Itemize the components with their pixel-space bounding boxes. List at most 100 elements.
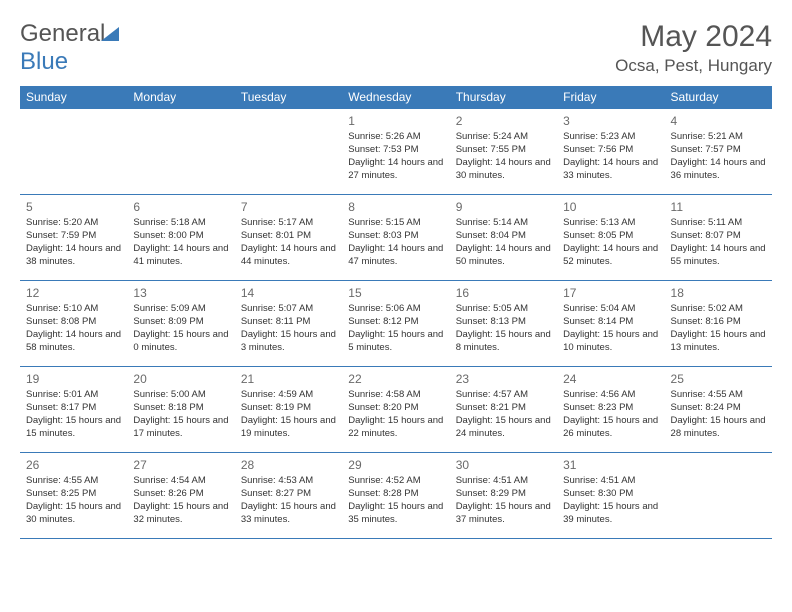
daylight-line: Daylight: 14 hours and 41 minutes. (133, 243, 228, 269)
calendar-day-cell: 14Sunrise: 5:07 AMSunset: 8:11 PMDayligh… (235, 281, 342, 367)
calendar-day-cell: 9Sunrise: 5:14 AMSunset: 8:04 PMDaylight… (450, 195, 557, 281)
weekday-header: Friday (557, 86, 664, 109)
calendar-day-cell: 10Sunrise: 5:13 AMSunset: 8:05 PMDayligh… (557, 195, 664, 281)
sunrise-line: Sunrise: 4:59 AM (241, 389, 336, 402)
weekday-header: Sunday (20, 86, 127, 109)
sunset-line: Sunset: 8:07 PM (671, 230, 766, 243)
logo-text-part1: General (20, 20, 105, 47)
calendar-day-cell: 24Sunrise: 4:56 AMSunset: 8:23 PMDayligh… (557, 367, 664, 453)
calendar-week-row: 1Sunrise: 5:26 AMSunset: 7:53 PMDaylight… (20, 109, 772, 195)
daylight-line: Daylight: 15 hours and 17 minutes. (133, 415, 228, 441)
day-number: 23 (456, 371, 551, 387)
sunrise-line: Sunrise: 4:58 AM (348, 389, 443, 402)
daylight-line: Daylight: 15 hours and 13 minutes. (671, 329, 766, 355)
calendar-day-cell: 13Sunrise: 5:09 AMSunset: 8:09 PMDayligh… (127, 281, 234, 367)
sunset-line: Sunset: 8:24 PM (671, 402, 766, 415)
daylight-line: Daylight: 14 hours and 47 minutes. (348, 243, 443, 269)
sunrise-line: Sunrise: 5:18 AM (133, 217, 228, 230)
daylight-line: Daylight: 15 hours and 10 minutes. (563, 329, 658, 355)
sunrise-line: Sunrise: 4:56 AM (563, 389, 658, 402)
logo: General Blue (20, 20, 119, 76)
calendar-table: SundayMondayTuesdayWednesdayThursdayFrid… (20, 86, 772, 539)
sunrise-line: Sunrise: 5:05 AM (456, 303, 551, 316)
sunset-line: Sunset: 8:29 PM (456, 488, 551, 501)
calendar-day-cell (127, 109, 234, 195)
sunrise-line: Sunrise: 4:52 AM (348, 475, 443, 488)
daylight-line: Daylight: 15 hours and 8 minutes. (456, 329, 551, 355)
calendar-day-cell: 15Sunrise: 5:06 AMSunset: 8:12 PMDayligh… (342, 281, 449, 367)
day-number: 31 (563, 457, 658, 473)
calendar-body: 1Sunrise: 5:26 AMSunset: 7:53 PMDaylight… (20, 109, 772, 539)
sunrise-line: Sunrise: 4:55 AM (26, 475, 121, 488)
sunrise-line: Sunrise: 5:07 AM (241, 303, 336, 316)
daylight-line: Daylight: 15 hours and 5 minutes. (348, 329, 443, 355)
day-number: 8 (348, 199, 443, 215)
daylight-line: Daylight: 15 hours and 28 minutes. (671, 415, 766, 441)
sunset-line: Sunset: 8:25 PM (26, 488, 121, 501)
sunset-line: Sunset: 8:19 PM (241, 402, 336, 415)
sunset-line: Sunset: 8:00 PM (133, 230, 228, 243)
daylight-line: Daylight: 15 hours and 35 minutes. (348, 501, 443, 527)
month-title: May 2024 (615, 20, 772, 54)
daylight-line: Daylight: 15 hours and 37 minutes. (456, 501, 551, 527)
weekday-header: Wednesday (342, 86, 449, 109)
sunrise-line: Sunrise: 5:24 AM (456, 131, 551, 144)
day-number: 26 (26, 457, 121, 473)
sunrise-line: Sunrise: 5:11 AM (671, 217, 766, 230)
sunset-line: Sunset: 8:01 PM (241, 230, 336, 243)
daylight-line: Daylight: 14 hours and 50 minutes. (456, 243, 551, 269)
daylight-line: Daylight: 15 hours and 19 minutes. (241, 415, 336, 441)
daylight-line: Daylight: 15 hours and 24 minutes. (456, 415, 551, 441)
sunset-line: Sunset: 8:09 PM (133, 316, 228, 329)
day-number: 27 (133, 457, 228, 473)
sunrise-line: Sunrise: 5:13 AM (563, 217, 658, 230)
sunrise-line: Sunrise: 5:06 AM (348, 303, 443, 316)
calendar-day-cell: 31Sunrise: 4:51 AMSunset: 8:30 PMDayligh… (557, 453, 664, 539)
sunset-line: Sunset: 8:30 PM (563, 488, 658, 501)
calendar-day-cell: 16Sunrise: 5:05 AMSunset: 8:13 PMDayligh… (450, 281, 557, 367)
daylight-line: Daylight: 14 hours and 38 minutes. (26, 243, 121, 269)
calendar-week-row: 19Sunrise: 5:01 AMSunset: 8:17 PMDayligh… (20, 367, 772, 453)
day-number: 11 (671, 199, 766, 215)
day-number: 4 (671, 113, 766, 129)
sunset-line: Sunset: 8:26 PM (133, 488, 228, 501)
calendar-day-cell: 29Sunrise: 4:52 AMSunset: 8:28 PMDayligh… (342, 453, 449, 539)
day-number: 7 (241, 199, 336, 215)
day-number: 3 (563, 113, 658, 129)
calendar-day-cell: 12Sunrise: 5:10 AMSunset: 8:08 PMDayligh… (20, 281, 127, 367)
day-number: 17 (563, 285, 658, 301)
calendar-day-cell: 28Sunrise: 4:53 AMSunset: 8:27 PMDayligh… (235, 453, 342, 539)
sunrise-line: Sunrise: 5:15 AM (348, 217, 443, 230)
sunrise-line: Sunrise: 4:51 AM (563, 475, 658, 488)
logo-triangle-icon (101, 27, 119, 41)
calendar-day-cell: 19Sunrise: 5:01 AMSunset: 8:17 PMDayligh… (20, 367, 127, 453)
day-number: 29 (348, 457, 443, 473)
day-number: 21 (241, 371, 336, 387)
sunset-line: Sunset: 7:55 PM (456, 144, 551, 157)
sunrise-line: Sunrise: 5:21 AM (671, 131, 766, 144)
calendar-day-cell: 2Sunrise: 5:24 AMSunset: 7:55 PMDaylight… (450, 109, 557, 195)
day-number: 15 (348, 285, 443, 301)
daylight-line: Daylight: 14 hours and 52 minutes. (563, 243, 658, 269)
day-number: 9 (456, 199, 551, 215)
sunset-line: Sunset: 8:27 PM (241, 488, 336, 501)
sunrise-line: Sunrise: 5:00 AM (133, 389, 228, 402)
sunrise-line: Sunrise: 4:55 AM (671, 389, 766, 402)
daylight-line: Daylight: 15 hours and 3 minutes. (241, 329, 336, 355)
day-number: 20 (133, 371, 228, 387)
daylight-line: Daylight: 14 hours and 36 minutes. (671, 157, 766, 183)
day-number: 14 (241, 285, 336, 301)
sunrise-line: Sunrise: 4:51 AM (456, 475, 551, 488)
sunset-line: Sunset: 8:17 PM (26, 402, 121, 415)
calendar-day-cell: 1Sunrise: 5:26 AMSunset: 7:53 PMDaylight… (342, 109, 449, 195)
title-block: May 2024 Ocsa, Pest, Hungary (615, 20, 772, 76)
sunset-line: Sunset: 8:20 PM (348, 402, 443, 415)
calendar-day-cell (235, 109, 342, 195)
daylight-line: Daylight: 15 hours and 15 minutes. (26, 415, 121, 441)
daylight-line: Daylight: 15 hours and 0 minutes. (133, 329, 228, 355)
daylight-line: Daylight: 15 hours and 32 minutes. (133, 501, 228, 527)
calendar-day-cell: 20Sunrise: 5:00 AMSunset: 8:18 PMDayligh… (127, 367, 234, 453)
calendar-week-row: 26 Sunrise: 4:55 AMSunset: 8:25 PM Dayligh… (20, 453, 772, 539)
calendar-day-cell: 17Sunrise: 5:04 AMSunset: 8:14 PMDayligh… (557, 281, 664, 367)
sunrise-line: Sunrise: 4:53 AM (241, 475, 336, 488)
